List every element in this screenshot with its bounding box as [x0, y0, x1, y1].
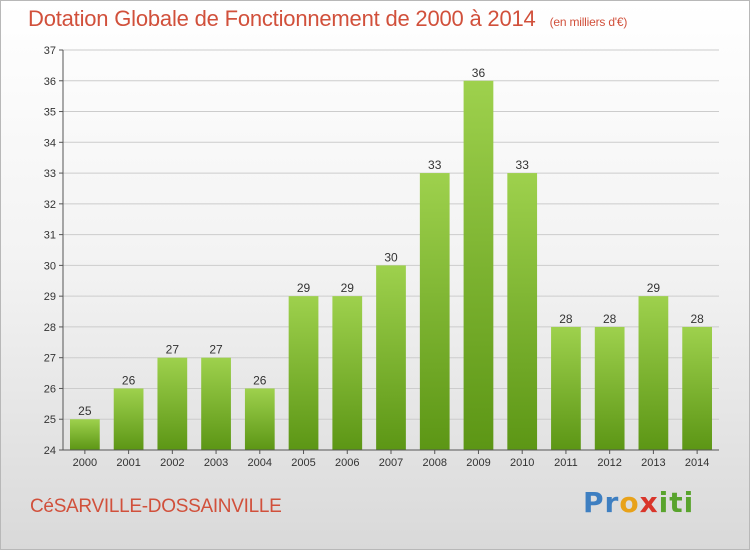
data-label: 28	[559, 312, 573, 326]
y-tick-label: 33	[44, 168, 56, 180]
y-tick-label: 24	[44, 445, 56, 457]
logo-letter: o	[619, 486, 640, 519]
proxiti-logo: Proxiti	[583, 486, 694, 519]
data-label: 33	[428, 158, 442, 172]
y-tick-label: 25	[44, 414, 56, 426]
axes: 24 25 26 27 28 29 30 31 32 33 34 35 36 37 2000 2001 2002…	[44, 45, 719, 469]
x-tick-label: 2001	[116, 457, 140, 469]
y-tick-label: 34	[44, 137, 56, 149]
bar	[244, 388, 275, 450]
data-label: 33	[516, 158, 530, 172]
y-tick-label: 36	[44, 76, 56, 88]
bars: 25 26 27 27 26 29 29 30 33 36 33 28 28 29 28	[69, 66, 713, 451]
y-tick-label: 29	[44, 291, 56, 303]
bar	[507, 173, 538, 451]
bar	[551, 326, 581, 450]
x-tick-label: 2008	[422, 457, 446, 469]
x-tick-label: 2014	[685, 457, 709, 469]
bar	[419, 173, 450, 451]
logo-letter: r	[604, 486, 620, 519]
data-label: 27	[209, 343, 223, 357]
x-tick-label: 2003	[204, 457, 228, 469]
chart-title-text: Dotation Globale de Fonctionnement de 20…	[28, 6, 536, 31]
x-tick-label: 2010	[510, 457, 534, 469]
bar	[157, 357, 188, 450]
chart-title: Dotation Globale de Fonctionnement de 20…	[28, 6, 627, 32]
bar	[463, 80, 494, 451]
y-tick-label: 28	[44, 322, 56, 334]
x-tick-label: 2009	[466, 457, 490, 469]
y-tick-label: 27	[44, 353, 56, 365]
x-tick-label: 2002	[160, 457, 184, 469]
y-tick-label: 35	[44, 107, 56, 119]
x-tick-label: 2006	[335, 457, 359, 469]
bar	[332, 296, 363, 450]
logo-letter: i	[658, 486, 670, 519]
x-tick-label: 2004	[248, 457, 272, 469]
data-label: 25	[78, 404, 92, 418]
x-tick-label: 2007	[379, 457, 403, 469]
data-label: 27	[166, 343, 180, 357]
bar	[201, 357, 231, 450]
x-tick-label: 2005	[291, 457, 315, 469]
bar	[288, 296, 319, 450]
x-tick-label: 2012	[597, 457, 621, 469]
logo-letter: i	[683, 486, 695, 519]
logo-letter: x	[639, 486, 659, 519]
data-label: 30	[384, 250, 398, 264]
data-label: 36	[472, 66, 486, 80]
y-tick-label: 32	[44, 199, 56, 211]
data-label: 29	[341, 281, 355, 295]
data-label: 26	[122, 373, 136, 387]
y-tick-label: 37	[44, 45, 56, 57]
bar	[594, 326, 625, 450]
x-tick-label: 2011	[554, 457, 578, 469]
bar	[69, 419, 100, 450]
chart-subtitle: (en milliers d'€)	[549, 15, 628, 29]
data-label: 28	[690, 312, 704, 326]
y-tick-label: 31	[44, 230, 56, 242]
data-label: 26	[253, 373, 267, 387]
x-tick-label: 2000	[73, 457, 97, 469]
bar	[113, 388, 144, 450]
data-label: 29	[647, 281, 661, 295]
logo-letter: t	[669, 486, 684, 519]
bar	[638, 296, 669, 450]
bar	[682, 326, 713, 450]
data-label: 28	[603, 312, 617, 326]
bar	[376, 265, 406, 450]
y-tick-label: 30	[44, 260, 56, 272]
commune-name: CéSARVILLE-DOSSAINVILLE	[30, 496, 282, 517]
y-tick-label: 26	[44, 383, 56, 395]
x-tick-label: 2013	[641, 457, 665, 469]
data-label: 29	[297, 281, 311, 295]
logo-letter: P	[583, 486, 605, 519]
